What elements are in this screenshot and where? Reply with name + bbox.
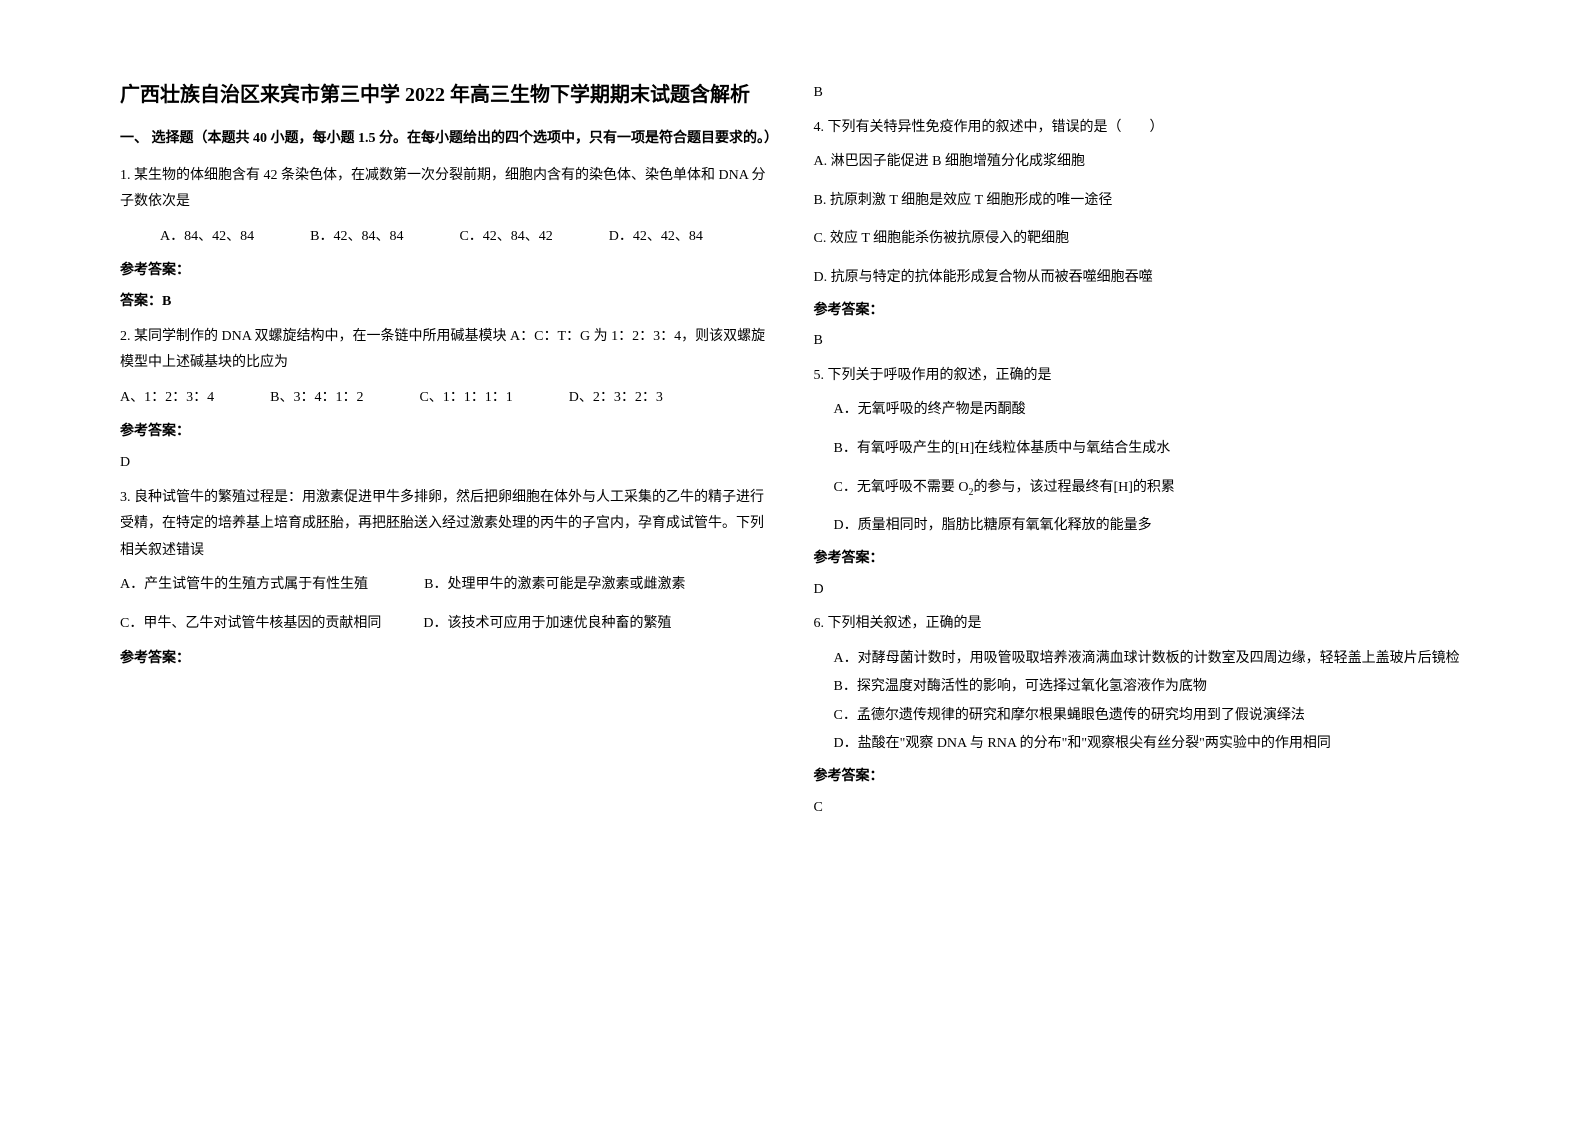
question-4-optA: A. 淋巴因子能促进 B 细胞增殖分化成浆细胞 <box>814 149 1468 176</box>
question-3-optA: A．产生试管牛的生殖方式属于有性生殖 <box>120 577 368 592</box>
question-6-optA: A．对酵母菌计数时，用吸管吸取培养液滴满血球计数板的计数室及四周边缘，轻轻盖上盖… <box>814 646 1468 673</box>
question-4-optC: C. 效应 T 细胞能杀伤被抗原侵入的靶细胞 <box>814 226 1468 253</box>
question-4: 4. 下列有关特异性免疫作用的叙述中，错误的是（ ） A. 淋巴因子能促进 B … <box>814 115 1468 355</box>
question-4-optD: D. 抗原与特定的抗体能形成复合物从而被吞噬细胞吞噬 <box>814 265 1468 292</box>
answer-label: 参考答案： <box>120 419 774 446</box>
question-3-options: A．产生试管牛的生殖方式属于有性生殖 B．处理甲牛的激素可能是孕激素或雌激素 C… <box>120 572 774 637</box>
question-3-optC: C．甲牛、乙牛对试管牛核基因的贡献相同 <box>120 616 381 631</box>
question-5-optB: B．有氧呼吸产生的[H]在线粒体基质中与氧结合生成水 <box>814 436 1468 463</box>
question-1: 1. 某生物的体细胞含有 42 条染色体，在减数第一次分裂前期，细胞内含有的染色… <box>120 163 774 316</box>
question-5-optA: A．无氧呼吸的终产物是丙酮酸 <box>814 397 1468 424</box>
left-column: 广西壮族自治区来宾市第三中学 2022 年高三生物下学期期末试题含解析 一、 选… <box>100 80 794 1082</box>
question-3-text: 3. 良种试管牛的繁殖过程是：用激素促进甲牛多排卵，然后把卵细胞在体外与人工采集… <box>120 485 774 565</box>
question-3-answer: B <box>814 80 1468 107</box>
answer-label: 参考答案： <box>814 298 1468 325</box>
question-3-optD: D．该技术可应用于加速优良种畜的繁殖 <box>423 616 671 631</box>
answer-label: 参考答案： <box>120 646 774 673</box>
question-4-text: 4. 下列有关特异性免疫作用的叙述中，错误的是（ ） <box>814 115 1468 142</box>
answer-label: 参考答案： <box>120 258 774 285</box>
question-5-optD: D．质量相同时，脂肪比糖原有氧氧化释放的能量多 <box>814 513 1468 540</box>
question-3: 3. 良种试管牛的繁殖过程是：用激素促进甲牛多排卵，然后把卵细胞在体外与人工采集… <box>120 485 774 673</box>
question-6-optD: D．盐酸在"观察 DNA 与 RNA 的分布"和"观察根尖有丝分裂"两实验中的作… <box>814 731 1468 758</box>
question-4-optB: B. 抗原刺激 T 细胞是效应 T 细胞形成的唯一途径 <box>814 188 1468 215</box>
question-2-text: 2. 某同学制作的 DNA 双螺旋结构中，在一条链中所用碱基模块 A：C：T：G… <box>120 324 774 377</box>
question-5: 5. 下列关于呼吸作用的叙述，正确的是 A．无氧呼吸的终产物是丙酮酸 B．有氧呼… <box>814 363 1468 603</box>
question-6-optB: B．探究温度对酶活性的影响，可选择过氧化氢溶液作为底物 <box>814 674 1468 701</box>
document-title: 广西壮族自治区来宾市第三中学 2022 年高三生物下学期期末试题含解析 <box>120 80 774 110</box>
answer-label: 参考答案： <box>814 764 1468 791</box>
question-1-options: A．84、42、84 B．42、84、84 C．42、84、42 D．42、42… <box>120 224 774 251</box>
question-2-answer: D <box>120 450 774 477</box>
answer-label: 参考答案： <box>814 546 1468 573</box>
question-5-text: 5. 下列关于呼吸作用的叙述，正确的是 <box>814 363 1468 390</box>
question-3-optB: B．处理甲牛的激素可能是孕激素或雌激素 <box>424 577 685 592</box>
question-6: 6. 下列相关叙述，正确的是 A．对酵母菌计数时，用吸管吸取培养液滴满血球计数板… <box>814 611 1468 821</box>
question-6-text: 6. 下列相关叙述，正确的是 <box>814 611 1468 638</box>
question-1-text: 1. 某生物的体细胞含有 42 条染色体，在减数第一次分裂前期，细胞内含有的染色… <box>120 163 774 216</box>
question-5-answer: D <box>814 577 1468 604</box>
section-header: 一、 选择题（本题共 40 小题，每小题 1.5 分。在每小题给出的四个选项中，… <box>120 126 774 153</box>
question-2: 2. 某同学制作的 DNA 双螺旋结构中，在一条链中所用碱基模块 A：C：T：G… <box>120 324 774 477</box>
question-5-optC: C．无氧呼吸不需要 O2的参与，该过程最终有[H]的积累 <box>814 475 1468 502</box>
question-6-optC: C．孟德尔遗传规律的研究和摩尔根果蝇眼色遗传的研究均用到了假说演绎法 <box>814 703 1468 730</box>
question-1-answer: 答案：B <box>120 289 774 316</box>
question-6-answer: C <box>814 795 1468 822</box>
question-4-answer: B <box>814 328 1468 355</box>
right-column: B 4. 下列有关特异性免疫作用的叙述中，错误的是（ ） A. 淋巴因子能促进 … <box>794 80 1488 1082</box>
question-2-options: A、1：2：3：4 B、3：4：1：2 C、1：1：1：1 D、2：3：2：3 <box>120 385 774 412</box>
